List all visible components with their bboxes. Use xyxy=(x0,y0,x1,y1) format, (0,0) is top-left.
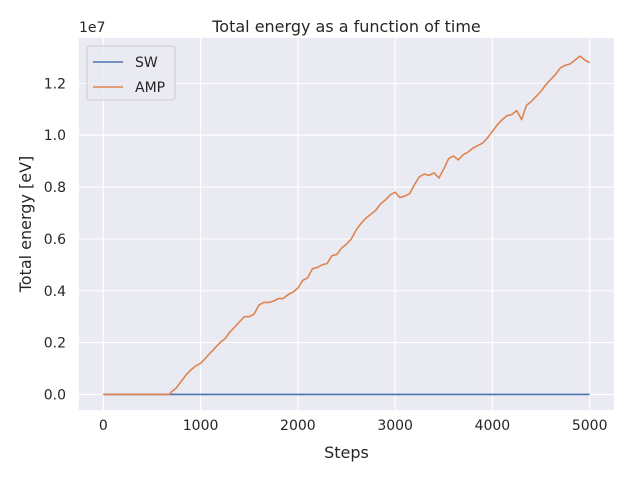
y-tick-labels: 0.0 0.2 0.4 0.6 0.8 1.0 1.2 xyxy=(44,76,66,403)
legend-label-amp: AMP xyxy=(135,80,165,96)
x-tick-label: 5000 xyxy=(572,418,608,434)
y-axis-label: Total energy [eV] xyxy=(16,156,35,294)
legend: SW AMP xyxy=(86,45,176,101)
legend-label-sw: SW xyxy=(135,55,158,71)
x-tick-label: 0 xyxy=(99,418,108,434)
x-tick-label: 2000 xyxy=(280,418,316,434)
x-tick-label: 1000 xyxy=(183,418,219,434)
series-lines xyxy=(103,55,591,396)
chart-title: Total energy as a function of time xyxy=(211,17,481,36)
y-offset-label: 1e7 xyxy=(79,20,105,36)
y-tick-label: 0.4 xyxy=(44,284,66,300)
y-tick-label: 1.2 xyxy=(44,76,66,92)
x-tick-labels: 0 1000 2000 3000 4000 5000 xyxy=(99,418,608,434)
y-tick-label: 0.2 xyxy=(44,336,66,352)
x-axis-label: Steps xyxy=(324,443,369,462)
y-tick-label: 0.6 xyxy=(44,232,66,248)
x-tick-label: 4000 xyxy=(475,418,511,434)
series-line-amp xyxy=(103,55,591,396)
x-tick-label: 3000 xyxy=(377,418,413,434)
y-tick-label: 0.8 xyxy=(44,180,66,196)
y-tick-label: 0.0 xyxy=(44,387,66,403)
y-tick-label: 1.0 xyxy=(44,128,66,144)
